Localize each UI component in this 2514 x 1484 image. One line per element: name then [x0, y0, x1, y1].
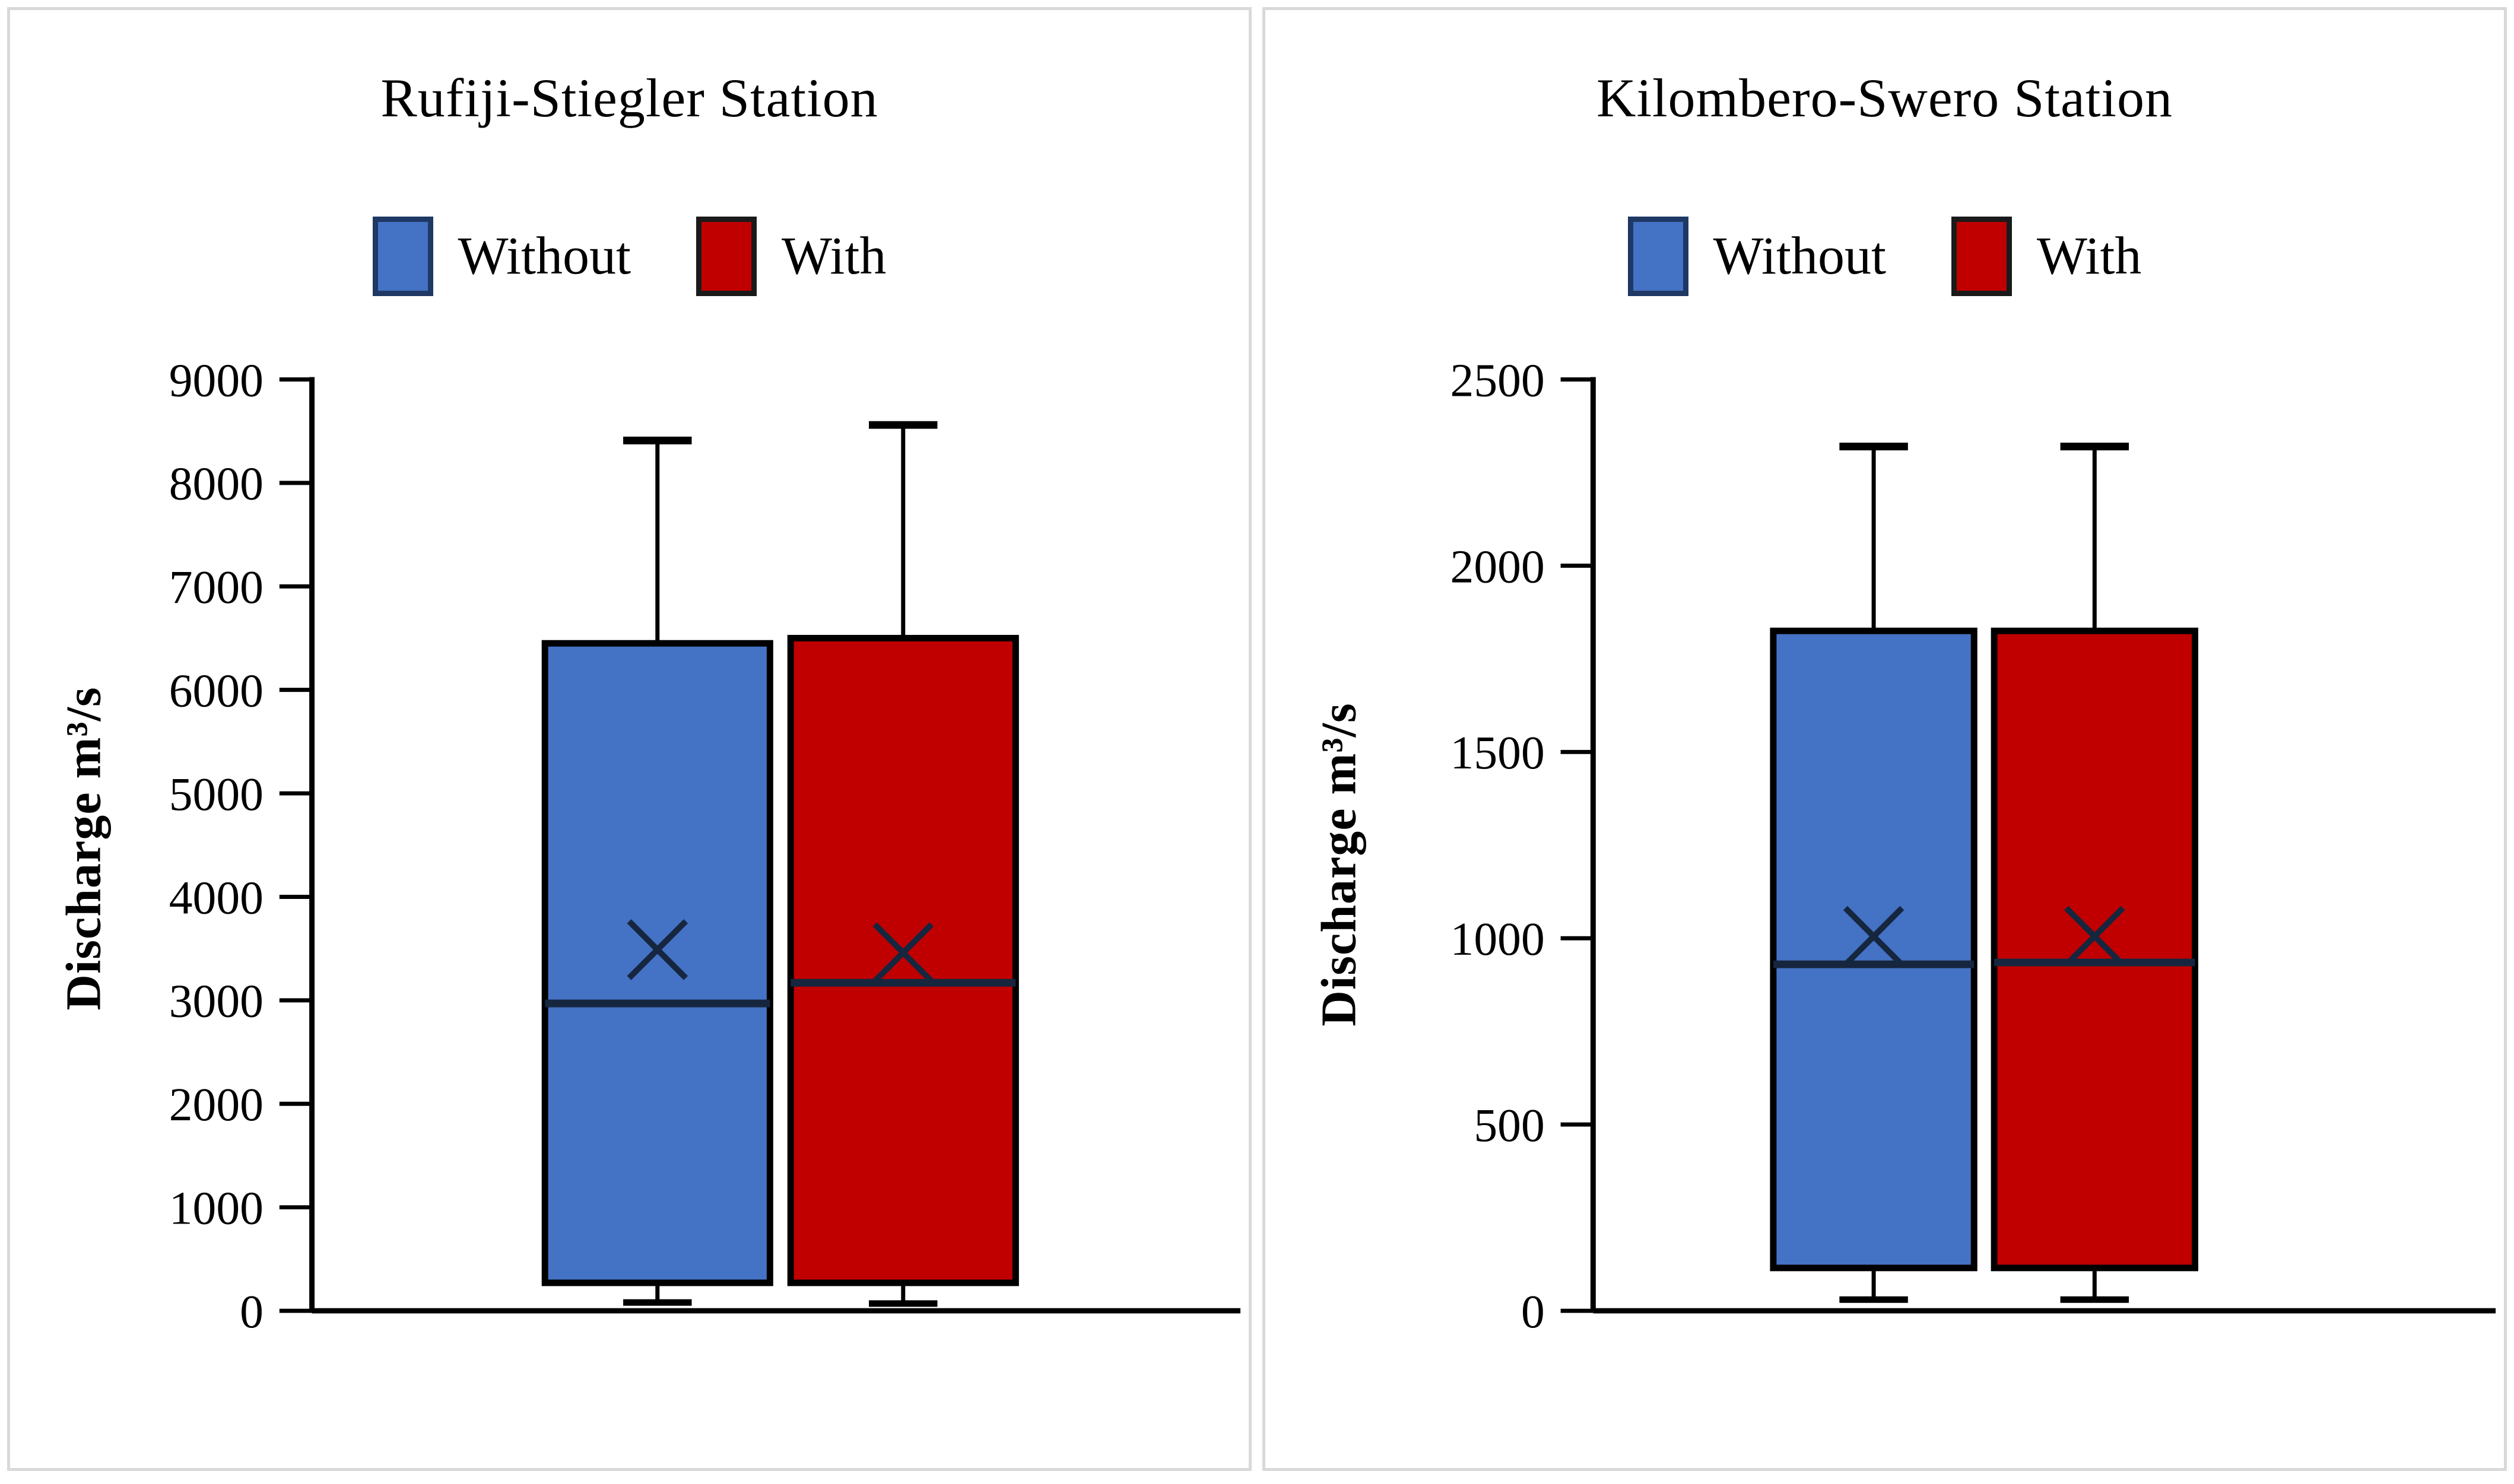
legend: Without With [1265, 217, 2504, 296]
svg-text:4000: 4000 [169, 872, 264, 924]
svg-text:8000: 8000 [169, 458, 264, 510]
svg-text:0: 0 [1521, 1286, 1545, 1338]
svg-text:1000: 1000 [1450, 913, 1545, 965]
svg-text:2000: 2000 [169, 1079, 264, 1131]
legend-swatch-with [696, 217, 757, 296]
legend-item-with: With [696, 217, 886, 296]
svg-text:9000: 9000 [169, 354, 264, 406]
svg-text:0: 0 [240, 1286, 264, 1338]
boxplot-canvas-kilombero: 0 500 1000 1500 2000 2500 [1450, 354, 2496, 1338]
svg-text:1000: 1000 [169, 1183, 264, 1235]
chart-panel-rufiji: Rufiji-Stiegler Station Without With Dis… [7, 7, 1252, 1471]
legend-label-without: Without [1713, 227, 1886, 285]
legend-label-without: Without [458, 227, 631, 285]
legend: Without With [10, 217, 1249, 296]
legend-swatch-without [372, 217, 433, 296]
svg-text:2500: 2500 [1450, 354, 1545, 406]
svg-text:2000: 2000 [1450, 541, 1545, 593]
boxplot-canvas-rufiji: 0 1000 2000 3000 4000 5000 6000 7000 8000 9000 [169, 354, 1241, 1338]
svg-text:6000: 6000 [169, 665, 264, 717]
legend-label-with: With [782, 227, 887, 285]
svg-text:5000: 5000 [169, 768, 264, 821]
svg-text:1500: 1500 [1450, 727, 1545, 779]
svg-text:7000: 7000 [169, 561, 264, 614]
legend-swatch-without [1627, 217, 1688, 296]
svg-text:3000: 3000 [169, 975, 264, 1028]
chart-panel-kilombero: Kilombero-Swero Station Without With Dis… [1262, 7, 2507, 1471]
legend-item-with: With [1951, 217, 2141, 296]
legend-swatch-with [1951, 217, 2012, 296]
chart-title: Rufiji-Stiegler Station [380, 68, 878, 128]
legend-item-without: Without [372, 217, 631, 296]
chart-title: Kilombero-Swero Station [1596, 68, 2173, 128]
legend-item-without: Without [1627, 217, 1886, 296]
legend-label-with: With [2037, 227, 2142, 285]
svg-text:500: 500 [1474, 1100, 1544, 1152]
